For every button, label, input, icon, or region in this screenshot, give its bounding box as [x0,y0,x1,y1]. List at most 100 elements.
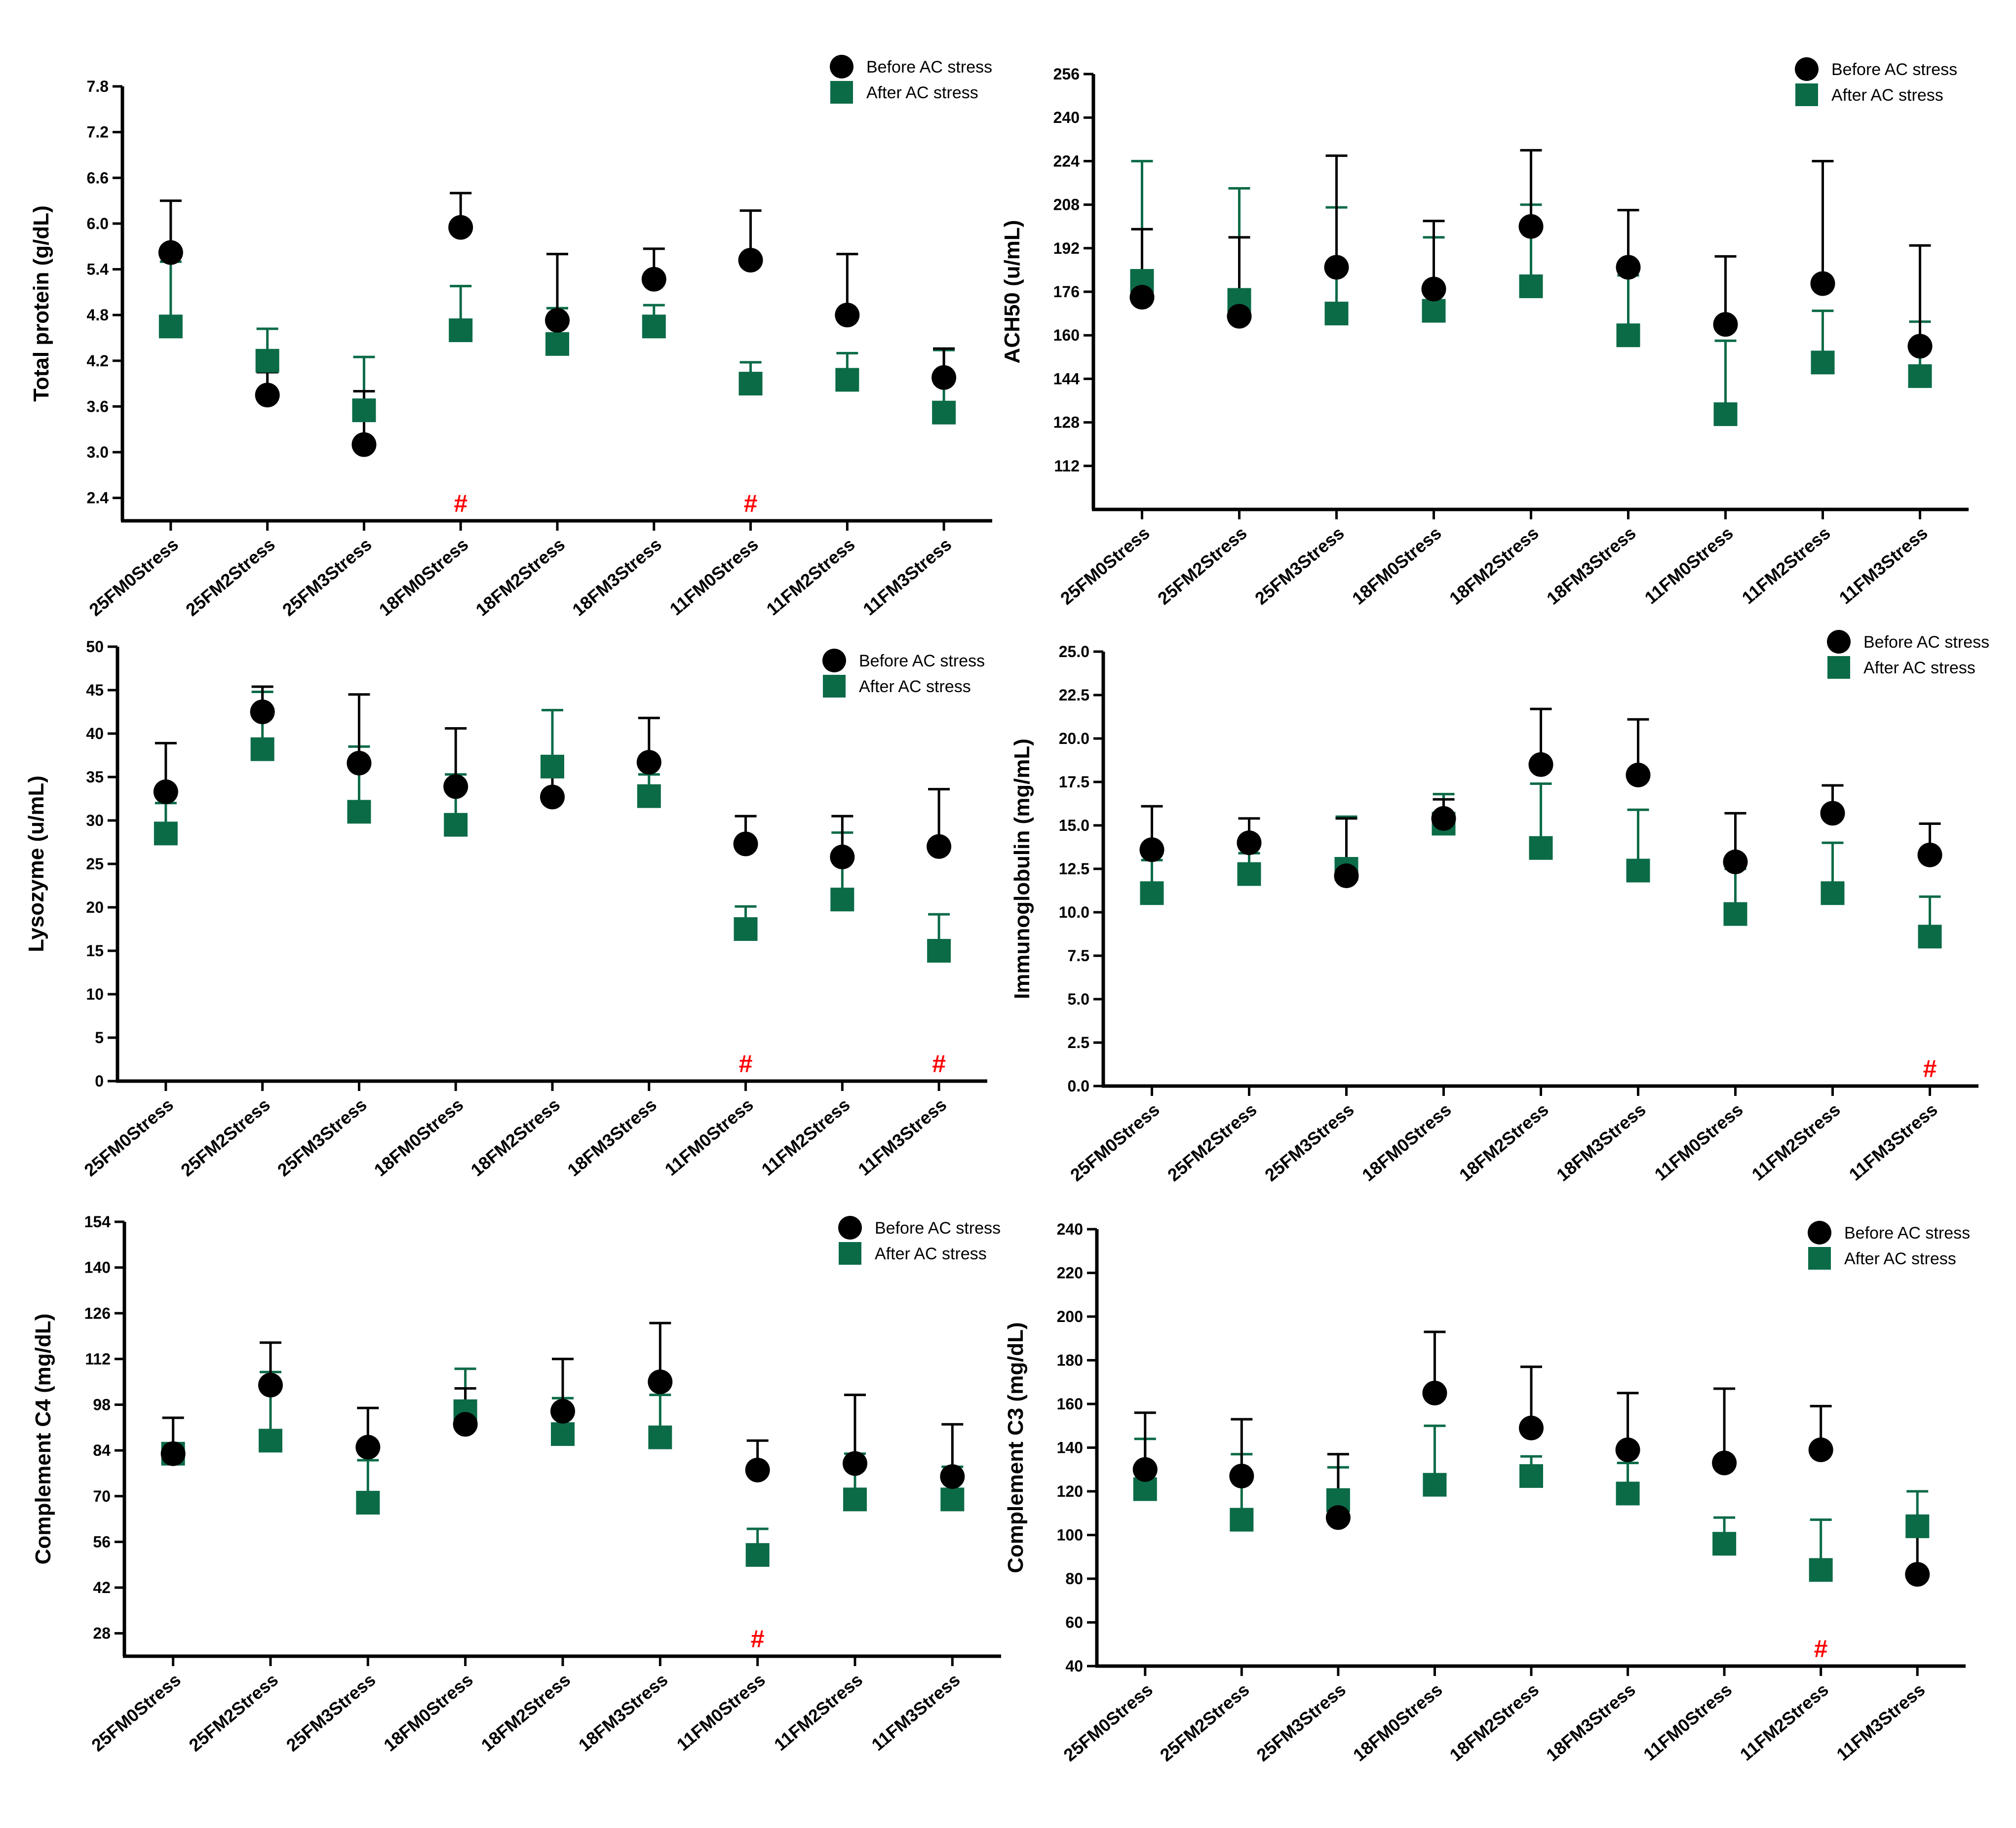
before-stress-point [258,1372,283,1398]
y-tick-label: 154 [84,1213,111,1231]
y-tick-label: 160 [1053,326,1080,344]
after-stress-point [1422,299,1446,323]
legend-after-label: After AC stress [1844,1249,1956,1268]
before-stress-point [1528,752,1553,777]
legend-before-label: Before AC stress [1863,633,1989,652]
after-stress-point [1324,302,1349,326]
after-stress-point [158,314,183,339]
y-tick-label: 144 [1053,370,1080,388]
y-tick-label: 120 [1057,1482,1083,1500]
legend-after-label: After AC stress [859,677,971,696]
before-stress-point [153,779,178,804]
chart-ach50: 112 128 144 160 176 192 208 224 240 256 ACH50 (u/m… [1000,57,1969,609]
after-stress-point [932,400,956,425]
y-tick-label: 4.2 [87,352,109,370]
legend: Before AC stress After AC stress [830,55,992,104]
y-tick-label: 140 [84,1259,111,1277]
x-category-label: 11FM2Stress [1738,523,1834,608]
before-stress-point [745,1457,770,1482]
after-stress-point [255,349,279,373]
before-stress-point [636,750,661,775]
chart-complement-c4: 28 42 56 70 84 98 112 126 140 154 Complement C4 (m… [31,1213,1001,1755]
x-category-label: 25FM3Stress [282,1670,380,1755]
after-stress-point [1712,1532,1737,1556]
before-stress-point [927,834,952,859]
y-tick-label: 2.5 [1068,1034,1089,1051]
after-stress-point [1616,323,1640,348]
x-category-label: 25FM3Stress [273,1094,371,1180]
after-stress-point [1626,858,1650,883]
before-stress-point [1139,837,1164,862]
after-stress-point [745,1543,770,1567]
x-category-label: 18FM0Stress [370,1094,467,1180]
y-tick-label: 128 [1053,414,1080,431]
before-stress-point [1421,276,1446,302]
before-stress-point [255,383,280,408]
before-stress-point [550,1399,575,1424]
before-stress-point [641,267,666,292]
legend-before-marker [1795,57,1819,81]
x-category-label: 11FM3Stress [1835,523,1932,608]
after-stress-point [642,314,666,339]
y-tick-label: 10.0 [1059,903,1089,921]
x-category-label: 25FM2Stress [1156,1679,1253,1765]
before-stress-point [1431,806,1456,831]
after-stress-point [545,332,569,356]
x-category-label: 18FM0Stress [1348,523,1445,609]
before-stress-point [1808,1437,1833,1462]
x-category-label: 11FM3Stress [1845,1099,1941,1185]
x-category-label: 18FM0Stress [380,1670,477,1755]
before-stress-point [738,248,763,272]
before-stress-point [1616,255,1641,280]
before-stress-point [1237,830,1262,856]
after-stress-point [1423,1473,1447,1497]
before-stress-point [1129,285,1155,310]
before-stress-point [1519,1415,1544,1440]
before-stress-point [355,1435,381,1460]
before-stress-point [443,774,468,799]
y-tick-label: 140 [1057,1439,1083,1457]
y-tick-label: 6.6 [87,169,109,187]
legend-before-label: Before AC stress [859,652,985,670]
y-tick-label: 100 [1057,1526,1083,1544]
y-tick-label: 3.0 [87,443,109,461]
y-tick-label: 15 [86,942,104,960]
after-stress-point [1237,862,1261,886]
before-stress-point [1907,334,1933,359]
y-axis-title: Complement C3 (mg/dL) [1004,1322,1028,1573]
y-tick-label: 56 [93,1533,111,1551]
x-category-label: 18FM3Stress [575,1670,672,1755]
x-category-label: 11FM0Stress [1639,1679,1736,1765]
before-stress-point [1905,1562,1930,1587]
x-category-label: 18FM2Stress [477,1670,575,1755]
after-stress-point [940,1487,965,1512]
x-category-label: 25FM2Stress [177,1094,274,1180]
before-stress-point [448,215,473,240]
y-tick-label: 20.0 [1059,730,1089,747]
x-category-label: 11FM0Stress [1641,523,1737,608]
significance-mark: # [454,490,467,517]
legend-after-marker [1795,83,1818,106]
before-stress-point [1324,255,1349,280]
before-stress-point [1132,1457,1158,1482]
after-stress-point [356,1491,380,1515]
chart-complement-c3: 40 60 80 100 120 140 160 180 200 220 240 Complement… [1004,1220,1970,1765]
x-category-label: 11FM2Stress [762,534,858,620]
y-tick-label: 25.0 [1059,643,1089,661]
x-category-label: 25FM0Stress [87,1670,185,1755]
y-tick-label: 192 [1053,239,1080,257]
after-stress-point [444,813,468,837]
y-tick-label: 5 [95,1029,104,1047]
y-tick-label: 15.0 [1059,817,1089,834]
legend-after-label: After AC stress [1863,659,1976,677]
y-tick-label: 60 [1065,1614,1083,1632]
significance-mark: # [751,1625,765,1653]
x-category-label: 18FM3Stress [568,534,665,620]
y-tick-label: 50 [86,638,104,656]
after-stress-point [250,737,274,761]
y-tick-label: 256 [1053,65,1080,83]
y-tick-label: 0 [95,1072,104,1090]
y-axis-title: ACH50 (u/mL) [1000,220,1024,364]
y-tick-label: 30 [86,812,104,829]
x-category-label: 25FM3Stress [1251,523,1348,609]
